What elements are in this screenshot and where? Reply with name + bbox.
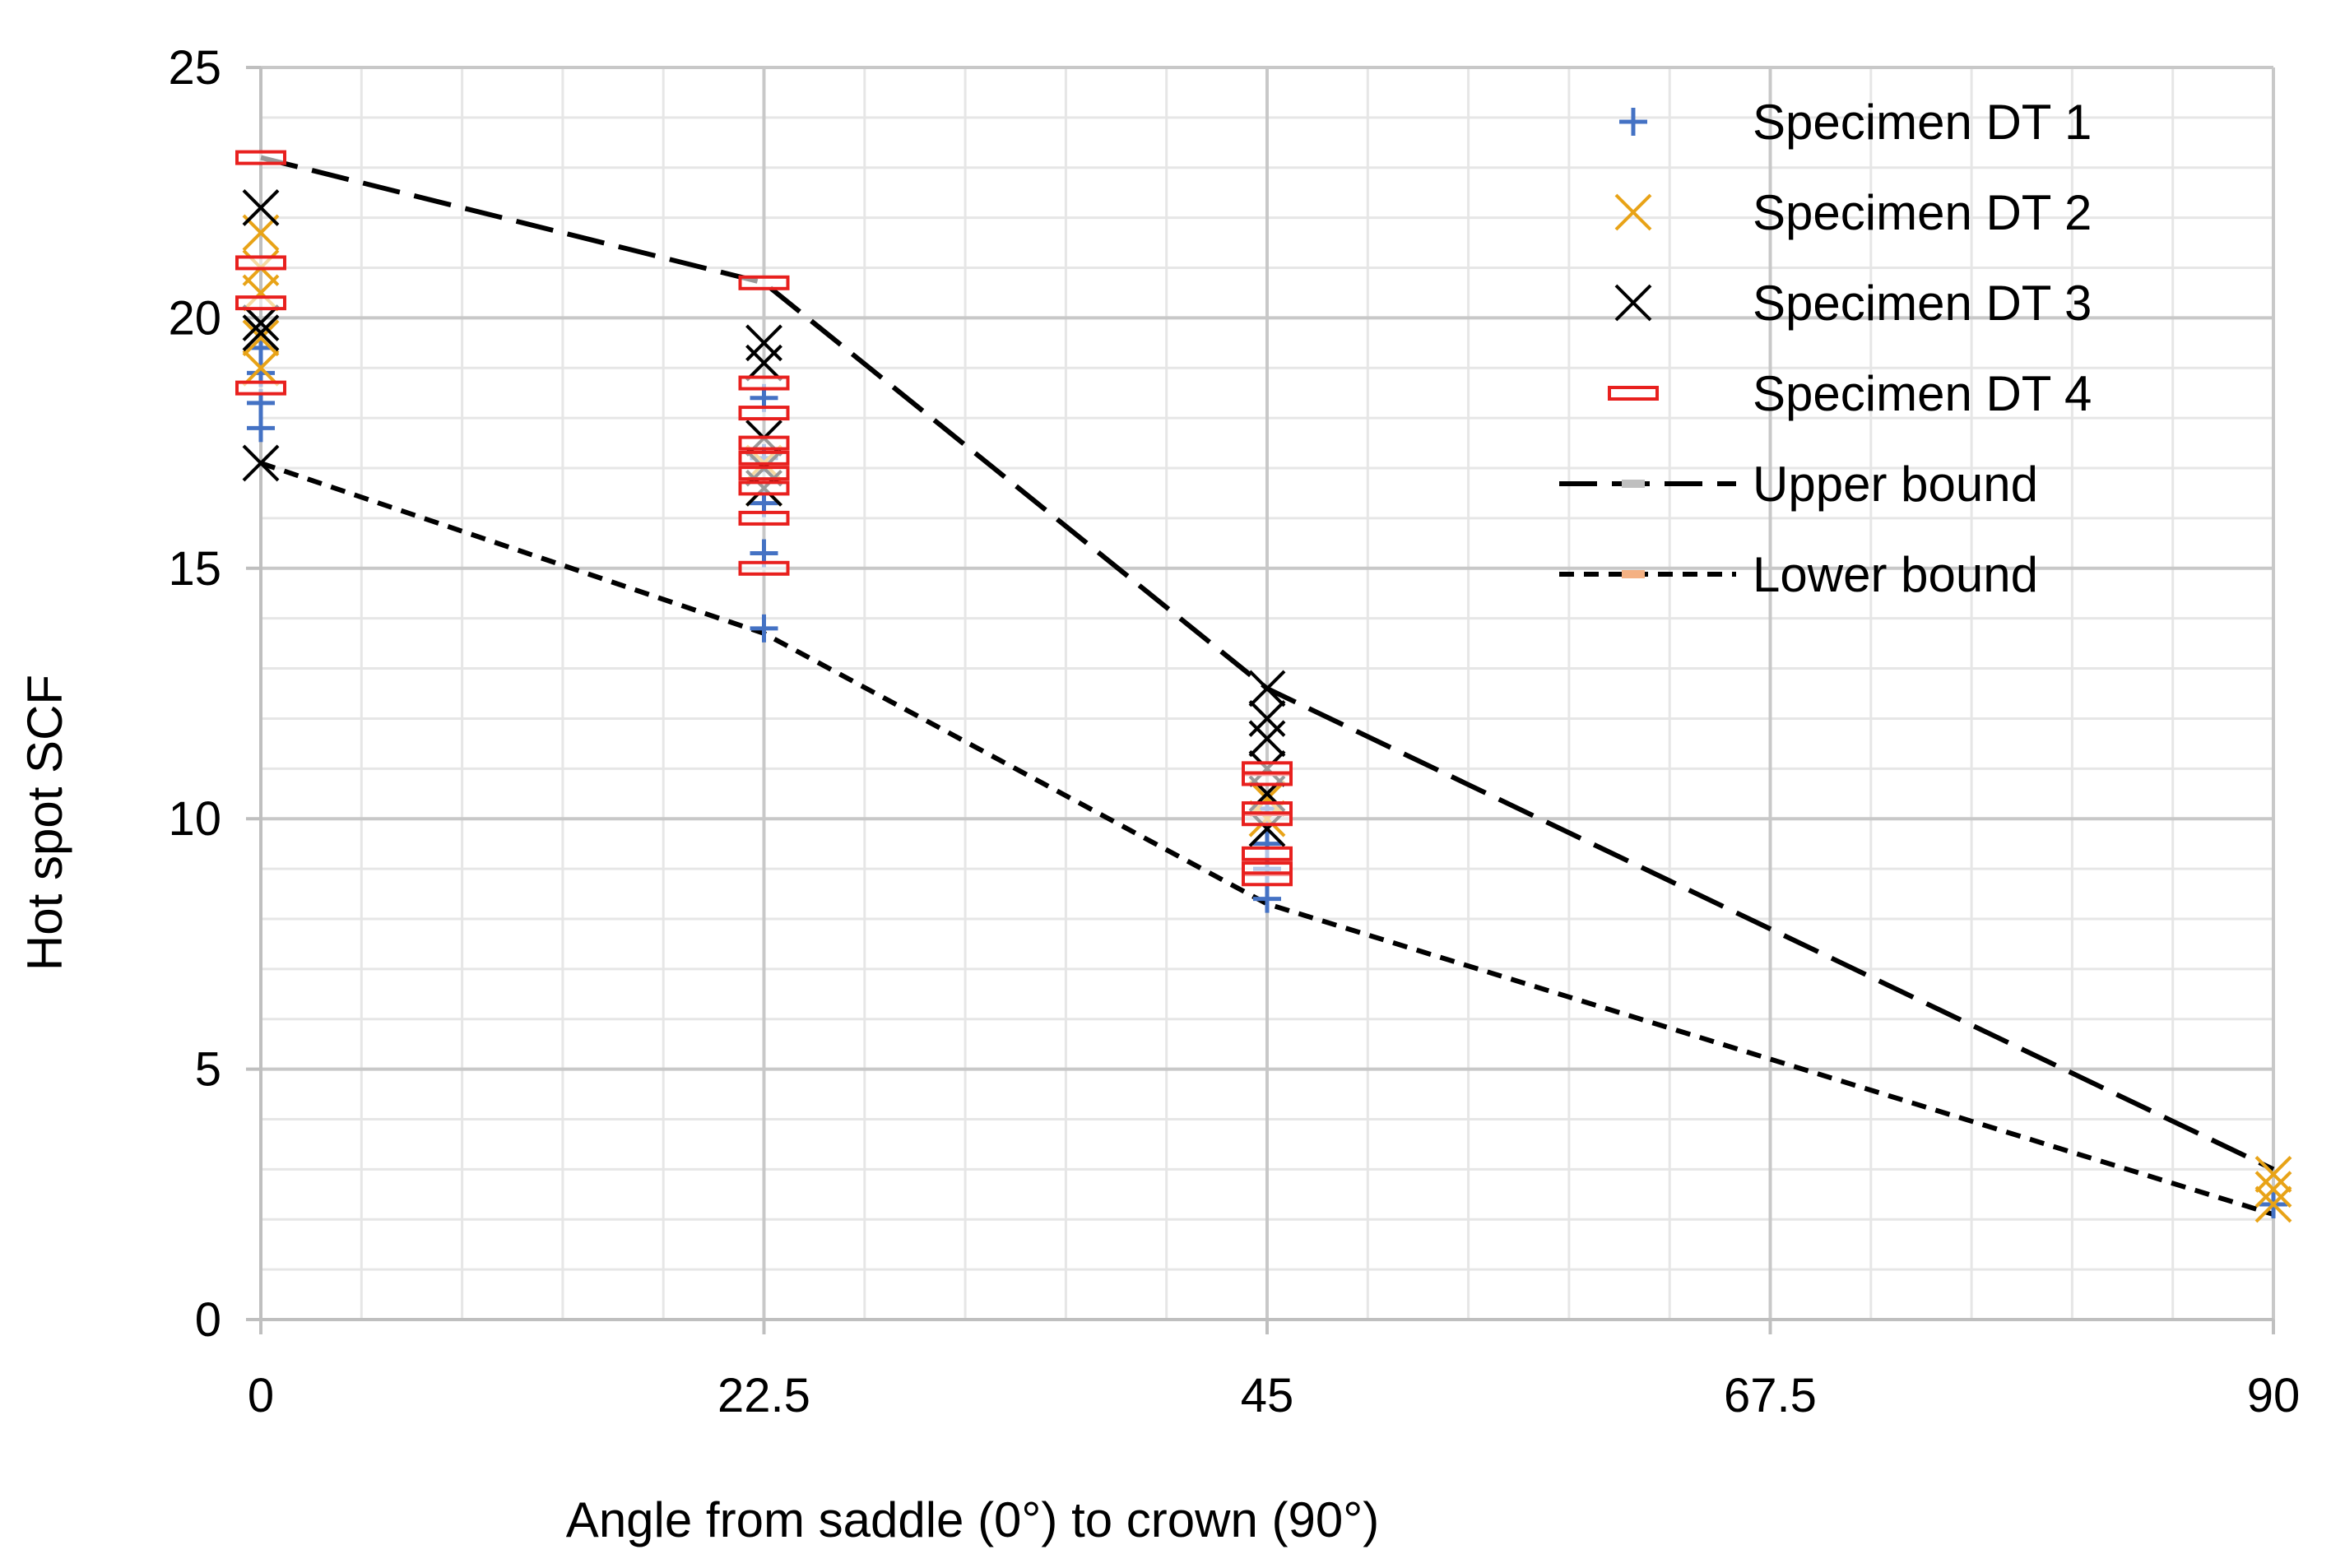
data-point: [1248, 720, 1286, 758]
marker-stroke: [1248, 700, 1286, 737]
legend-entry: Specimen DT 1: [1619, 95, 2092, 150]
marker-stroke: [242, 319, 280, 357]
data-point: [242, 189, 280, 226]
x-tick-label: 67.5: [1724, 1369, 1817, 1422]
legend-label: Specimen DT 2: [1753, 185, 2092, 240]
data-point: [1248, 700, 1286, 737]
marker-stroke: [1614, 193, 1652, 231]
legend-entry: Specimen DT 2: [1614, 185, 2092, 240]
legend-marker-swatch: [1614, 193, 1652, 231]
marker-stroke: [1248, 670, 1286, 707]
x-tick-label: 90: [2247, 1369, 2301, 1422]
marker-stroke: [242, 314, 280, 352]
data-point: [242, 319, 280, 357]
data-point: [235, 380, 286, 396]
y-tick-label: 10: [168, 792, 221, 846]
data-point: [738, 375, 790, 391]
axes: [246, 66, 2275, 1334]
data-point: [1253, 884, 1281, 913]
marker-stroke: [2254, 1156, 2292, 1193]
marker-stroke: [1248, 720, 1286, 758]
data-point: [738, 510, 790, 526]
upper-bound-line: [260, 155, 2275, 1172]
legend: Specimen DT 1 Specimen DT 2 Specimen DT 3 S…: [1559, 95, 2092, 602]
data-point: [1248, 670, 1286, 707]
legend-label: Specimen DT 4: [1753, 366, 2092, 421]
data-point: [738, 450, 790, 466]
data-point: [235, 255, 286, 271]
legend-label: Specimen DT 1: [1753, 95, 2092, 150]
legend-label: Upper bound: [1753, 457, 2038, 512]
data-point: [247, 414, 275, 443]
legend-marker-swatch: [1608, 386, 1659, 401]
data-point: [242, 314, 280, 352]
data-point: [1242, 846, 1293, 861]
marker-stroke: [242, 444, 280, 482]
data-point: [738, 275, 790, 290]
x-tick-label: 45: [1241, 1369, 1294, 1422]
marker-stroke: [242, 189, 280, 226]
legend-entry: Specimen DT 3: [1614, 276, 2092, 331]
data-point: [738, 406, 790, 421]
y-tick-label: 25: [168, 41, 221, 95]
data-point: [738, 560, 790, 576]
legend-entry: Specimen DT 4: [1608, 366, 2092, 421]
data-point: [235, 295, 286, 311]
data-point: [242, 304, 280, 341]
legend-label: Lower bound: [1753, 547, 2038, 602]
marker-stroke: [1614, 284, 1652, 322]
marker-stroke: [242, 304, 280, 341]
y-tick-label: 20: [168, 291, 221, 345]
lower-bound-line: [260, 461, 2274, 1218]
marker-stroke: [745, 324, 782, 362]
legend-entry: Upper bound: [1559, 457, 2038, 512]
data-point: [750, 614, 778, 643]
data-markers: [235, 150, 2292, 1223]
x-tick-label: 22.5: [717, 1369, 810, 1422]
data-point: [235, 150, 286, 165]
data-point: [2254, 1156, 2292, 1193]
data-point: [2254, 1185, 2292, 1223]
legend-marker-swatch: [1622, 480, 1645, 488]
legend-marker-swatch: [1614, 284, 1652, 322]
x-tick-label: 0: [248, 1369, 274, 1422]
data-point: [242, 349, 280, 387]
tick-labels: 0 22.5 45 67.5 90 0 5 10 15 20 25: [168, 41, 2300, 1422]
data-point: [745, 344, 782, 382]
legend-label: Specimen DT 3: [1753, 276, 2092, 331]
y-tick-label: 5: [195, 1043, 221, 1097]
legend-entry: Lower bound: [1559, 547, 2038, 602]
data-point: [745, 324, 782, 362]
data-point: [1242, 771, 1293, 786]
x-axis-title: Angle from saddle (0°) to crown (90°): [566, 1492, 1379, 1547]
marker-stroke: [745, 344, 782, 382]
legend-marker-swatch: [1622, 570, 1645, 578]
data-point: [1242, 811, 1293, 827]
y-tick-label: 15: [168, 542, 221, 596]
marker-stroke: [242, 349, 280, 387]
marker-stroke: [2254, 1171, 2292, 1208]
data-point: [2254, 1171, 2292, 1208]
data-point: [738, 480, 790, 496]
data-point: [738, 466, 790, 481]
data-point: [242, 444, 280, 482]
bound-lines: [260, 155, 2275, 1218]
marker-stroke: [2254, 1185, 2292, 1223]
legend-marker-swatch: [1619, 108, 1647, 136]
y-axis-title: Hot spot SCF: [17, 675, 72, 971]
data-point: [738, 435, 790, 451]
data-point: [1242, 871, 1293, 887]
y-tick-label: 0: [195, 1293, 221, 1347]
